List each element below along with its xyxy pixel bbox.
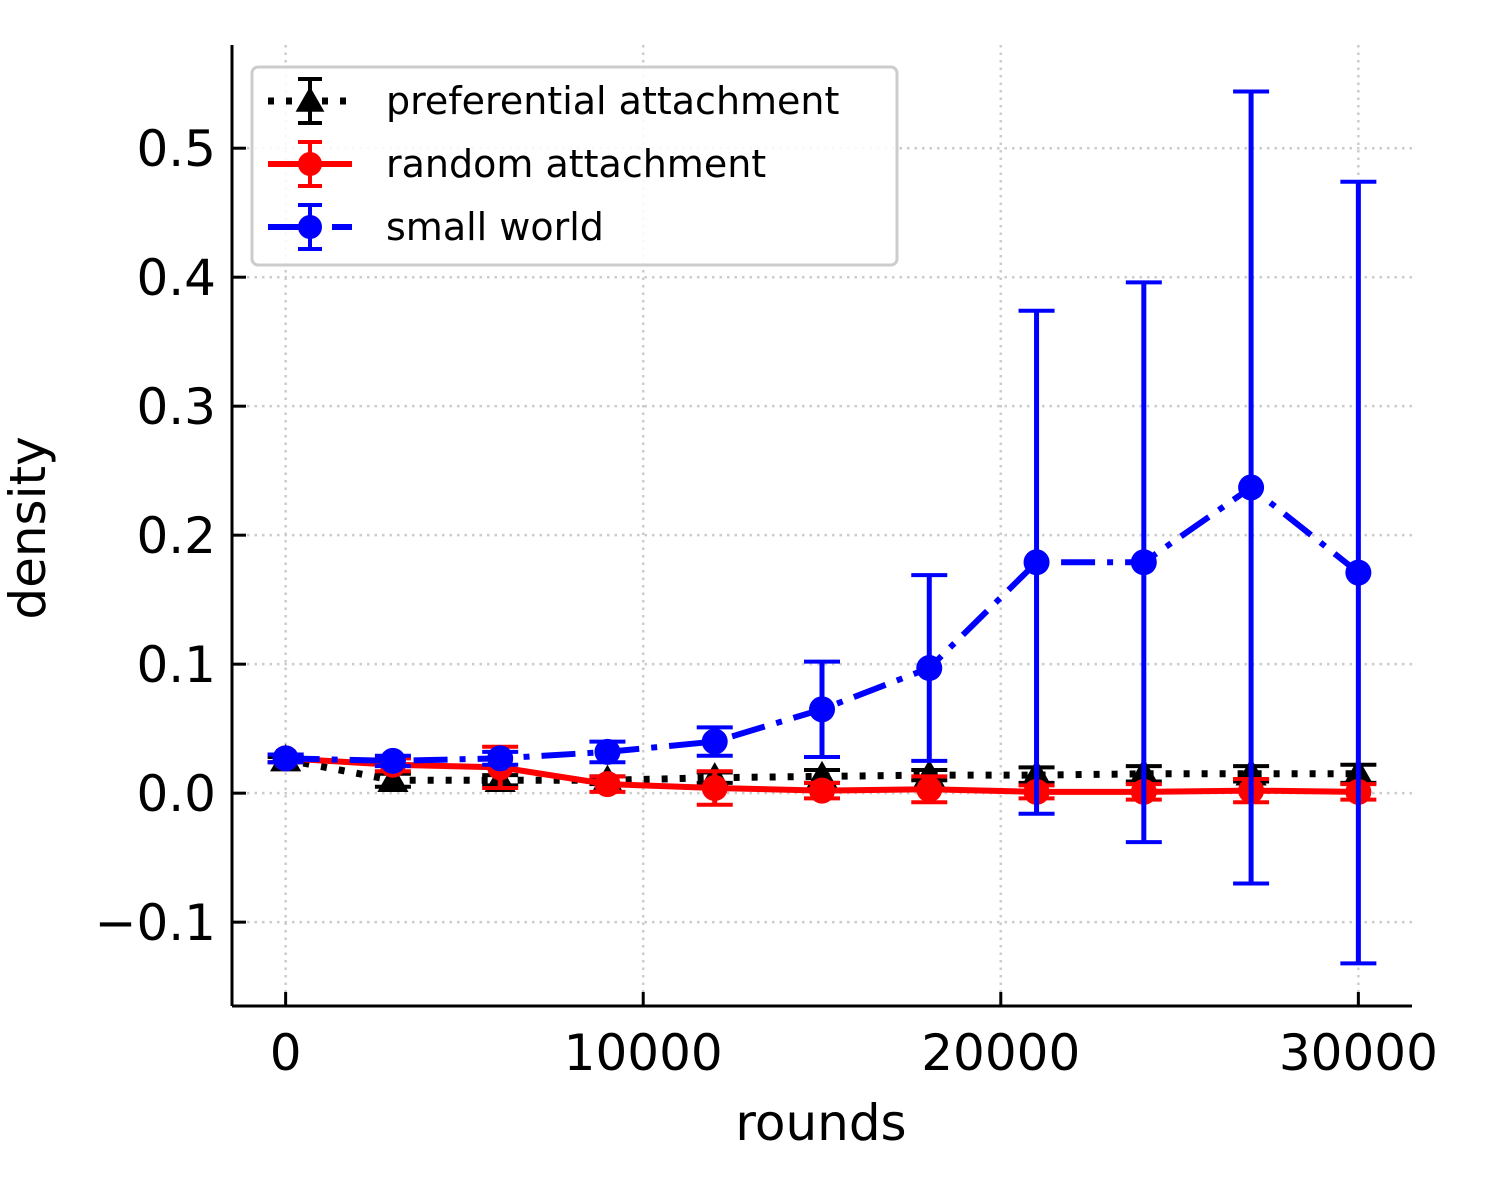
- data-point: [1130, 549, 1157, 576]
- data-point: [379, 747, 406, 774]
- data-point: [272, 745, 299, 772]
- y-tick-label: 0.0: [136, 765, 216, 823]
- data-point: [487, 745, 514, 772]
- legend-marker: [295, 86, 325, 112]
- legend-item: preferential attachment: [268, 77, 839, 125]
- legend: preferential attachment random attachment…: [250, 65, 899, 267]
- data-point: [1238, 474, 1265, 501]
- data-point: [916, 655, 943, 682]
- y-tick-label: −0.1: [95, 894, 216, 952]
- x-tick-label: 0: [270, 1024, 302, 1082]
- legend-item: random attachment: [268, 140, 766, 188]
- legend-label: random attachment: [386, 142, 766, 186]
- legend-marker: [298, 215, 322, 239]
- x-tick-label: 10000: [564, 1024, 723, 1082]
- data-point: [1345, 559, 1372, 586]
- y-tick-label: 0.2: [136, 507, 216, 565]
- legend-item: small world: [268, 203, 604, 251]
- data-point: [1023, 549, 1050, 576]
- data-point: [916, 776, 943, 803]
- series-small-world: [267, 89, 1377, 966]
- plot-series: [267, 89, 1377, 966]
- x-axis-label: rounds: [735, 1094, 906, 1152]
- data-point: [809, 777, 835, 804]
- legend-marker: [298, 152, 322, 176]
- y-tick-label: 0.1: [136, 636, 216, 694]
- x-tick-label: 20000: [921, 1024, 1080, 1082]
- legend-label: small world: [386, 205, 604, 249]
- legend-label: preferential attachment: [386, 79, 839, 123]
- axes: [230, 45, 1412, 1008]
- y-tick-label: 0.5: [136, 120, 216, 178]
- data-point: [701, 775, 728, 802]
- data-point: [377, 764, 409, 792]
- ticks: 0 10000 20000 30000 −0.1 0.0 0.1 0.2 0.3 0.4 0.5: [95, 120, 1438, 1082]
- x-tick-label: 30000: [1279, 1024, 1438, 1082]
- data-point: [701, 728, 728, 755]
- data-point: [594, 738, 621, 765]
- y-axis-label: density: [0, 436, 57, 619]
- data-point: [594, 771, 621, 798]
- y-tick-label: 0.4: [136, 249, 216, 307]
- legend-box: [250, 65, 899, 267]
- y-tick-label: 0.3: [136, 378, 216, 436]
- data-point: [809, 696, 835, 723]
- series-line: [284, 756, 1359, 784]
